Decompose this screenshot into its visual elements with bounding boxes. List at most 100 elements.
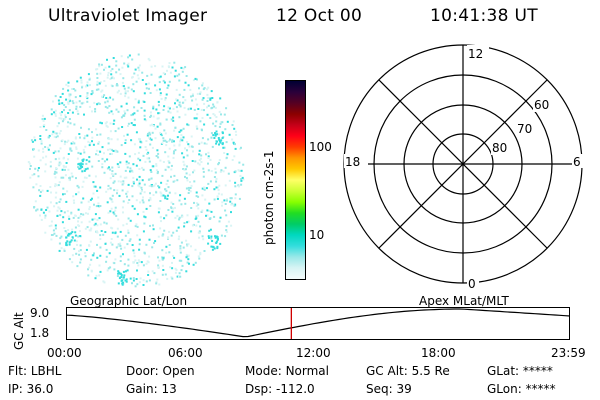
image-pixel xyxy=(124,112,127,115)
image-pixel xyxy=(198,236,201,239)
image-pixel xyxy=(147,82,150,85)
image-pixel xyxy=(67,215,70,218)
image-pixel xyxy=(202,167,205,170)
colorbar xyxy=(285,80,306,280)
image-pixel xyxy=(133,106,136,109)
image-pixel xyxy=(96,224,99,227)
image-pixel xyxy=(168,230,171,233)
image-pixel xyxy=(39,185,42,187)
image-pixel xyxy=(149,197,152,199)
image-pixel xyxy=(164,188,166,191)
image-pixel xyxy=(62,187,65,190)
image-pixel xyxy=(170,118,173,121)
image-pixel xyxy=(158,112,161,115)
image-pixel xyxy=(155,191,158,194)
image-pixel xyxy=(110,226,113,229)
image-pixel xyxy=(44,170,47,173)
image-pixel-bright xyxy=(77,163,80,166)
image-pixel xyxy=(184,147,186,150)
image-pixel xyxy=(143,251,146,254)
image-pixel xyxy=(186,179,189,182)
image-pixel xyxy=(158,81,161,84)
image-pixel-bright xyxy=(214,134,217,137)
image-pixel xyxy=(107,267,110,270)
image-pixel xyxy=(173,179,176,182)
image-pixel xyxy=(78,230,81,233)
image-pixel xyxy=(97,196,100,199)
image-pixel xyxy=(234,143,236,146)
image-pixel xyxy=(196,127,199,130)
image-pixel xyxy=(43,117,46,120)
image-pixel xyxy=(135,131,138,134)
image-pixel xyxy=(199,225,202,228)
image-pixel xyxy=(148,157,151,160)
image-pixel xyxy=(234,193,237,196)
image-pixel xyxy=(92,254,95,257)
image-pixel xyxy=(176,136,179,139)
image-pixel xyxy=(210,237,213,240)
image-pixel xyxy=(220,234,223,237)
image-pixel xyxy=(54,183,57,186)
image-pixel xyxy=(187,124,190,127)
image-pixel xyxy=(231,138,234,141)
image-pixel xyxy=(238,170,241,172)
image-pixel xyxy=(89,142,92,145)
image-pixel-bright xyxy=(117,282,120,285)
image-pixel xyxy=(115,60,118,63)
image-pixel xyxy=(66,141,69,144)
image-pixel xyxy=(73,123,76,126)
image-pixel xyxy=(173,144,176,147)
image-pixel xyxy=(105,260,108,263)
image-pixel xyxy=(171,277,174,280)
image-pixel xyxy=(207,155,210,158)
image-pixel xyxy=(151,184,153,186)
image-pixel xyxy=(138,185,141,188)
image-pixel xyxy=(112,57,115,59)
image-pixel xyxy=(123,263,126,266)
image-pixel xyxy=(135,80,138,83)
image-pixel xyxy=(85,176,88,179)
image-pixel xyxy=(109,168,112,171)
image-pixel xyxy=(63,118,66,120)
image-pixel xyxy=(160,181,163,184)
image-pixel xyxy=(167,65,170,68)
image-pixel xyxy=(137,99,140,102)
image-pixel xyxy=(103,171,106,174)
image-pixel xyxy=(182,96,185,99)
image-pixel xyxy=(152,165,155,168)
image-pixel xyxy=(225,229,228,232)
image-pixel xyxy=(137,77,140,80)
image-pixel xyxy=(233,204,236,207)
image-pixel xyxy=(234,170,237,173)
image-pixel xyxy=(157,112,160,115)
image-pixel xyxy=(175,229,178,232)
image-pixel xyxy=(109,241,112,244)
image-pixel xyxy=(148,160,151,163)
image-pixel xyxy=(109,187,112,190)
image-pixel xyxy=(132,163,135,166)
image-pixel xyxy=(184,175,186,178)
image-pixel xyxy=(159,92,162,95)
image-pixel xyxy=(133,72,136,75)
image-pixel xyxy=(234,203,237,206)
image-pixel xyxy=(133,112,136,115)
image-pixel xyxy=(33,173,36,176)
image-pixel xyxy=(106,158,109,161)
image-pixel xyxy=(54,227,57,230)
image-pixel xyxy=(68,100,71,103)
image-pixel xyxy=(169,266,172,269)
image-pixel xyxy=(83,168,86,170)
image-pixel xyxy=(137,53,140,56)
image-pixel xyxy=(88,78,91,81)
image-pixel xyxy=(126,109,129,112)
image-pixel xyxy=(91,90,94,93)
image-pixel xyxy=(157,152,160,155)
image-pixel xyxy=(60,247,63,250)
image-pixel xyxy=(68,179,71,182)
orbit-plot-frame xyxy=(66,307,570,340)
image-pixel xyxy=(132,279,135,282)
image-pixel xyxy=(182,156,185,159)
image-pixel xyxy=(200,108,203,111)
image-pixel xyxy=(159,191,162,194)
image-pixel xyxy=(175,269,178,271)
